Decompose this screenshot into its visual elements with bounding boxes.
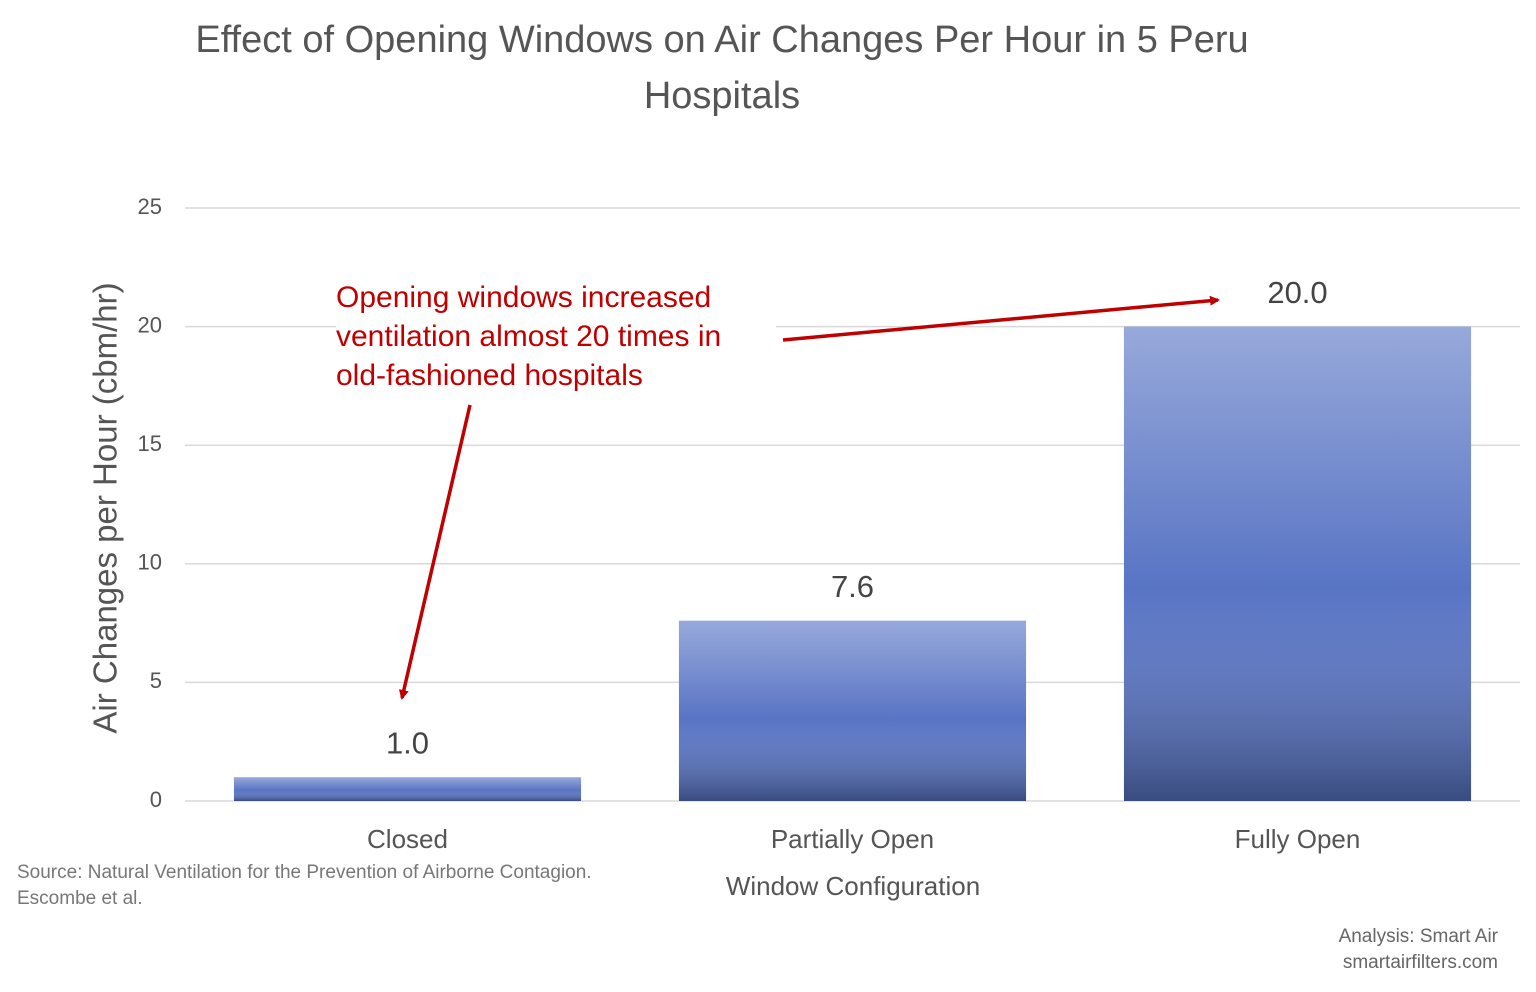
credit: Analysis: Smart Air xyxy=(1338,926,1498,947)
bar-shading xyxy=(678,620,1027,801)
y-axis-title: Air Changes per Hour (cbm/hr) xyxy=(87,282,124,733)
x-tick-label: Closed xyxy=(367,824,448,854)
x-tick-label: Partially Open xyxy=(771,824,934,854)
annotation: Opening windows increased ventilation al… xyxy=(336,278,776,395)
value-label: 1.0 xyxy=(386,725,429,760)
x-tick-label: Fully Open xyxy=(1235,824,1361,854)
chart-title: Effect of Opening Windows on Air Changes… xyxy=(195,19,1249,117)
y-tick-label: 20 xyxy=(138,312,162,337)
bars xyxy=(233,326,1472,801)
value-label: 20.0 xyxy=(1267,275,1327,310)
bar-shading xyxy=(1123,326,1472,801)
x-axis-title: Window Configuration xyxy=(726,871,980,901)
y-tick-label: 15 xyxy=(138,431,162,456)
arrow xyxy=(398,404,472,700)
value-label: 7.6 xyxy=(831,569,874,604)
source-note: Source: Natural Ventilation for the Prev… xyxy=(17,862,592,909)
y-tick-label: 0 xyxy=(150,787,162,812)
arrow xyxy=(782,295,1220,342)
bar-shading xyxy=(233,777,582,801)
y-tick-label: 25 xyxy=(138,194,162,219)
credits: Analysis: Smart Air smartairfilters.com xyxy=(1339,924,1498,976)
y-tick-label: 10 xyxy=(138,550,162,575)
credit: smartairfilters.com xyxy=(1342,952,1498,973)
y-tick-label: 5 xyxy=(150,668,162,693)
